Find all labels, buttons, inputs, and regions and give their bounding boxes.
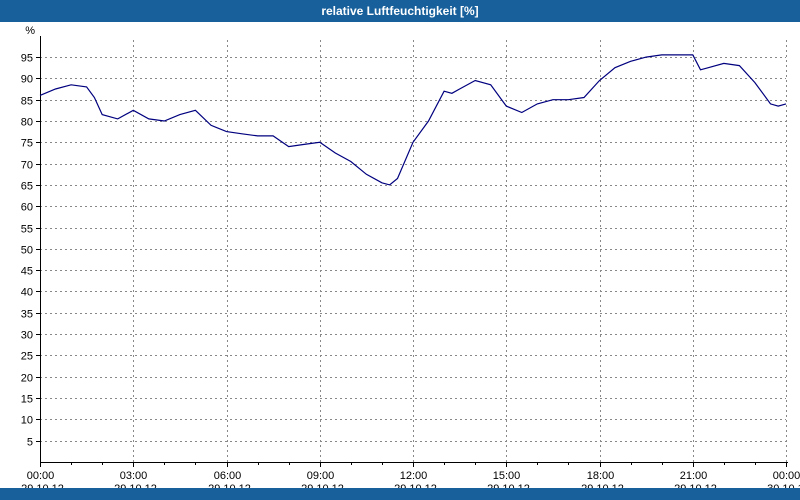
- svg-text:29.10.12: 29.10.12: [394, 483, 437, 488]
- svg-text:35: 35: [21, 309, 33, 321]
- svg-text:55: 55: [21, 224, 33, 236]
- svg-text:09:00: 09:00: [307, 470, 335, 482]
- svg-text:30: 30: [21, 330, 33, 342]
- footer-bar: [0, 488, 800, 500]
- svg-text:00:00: 00:00: [27, 470, 55, 482]
- svg-text:15:00: 15:00: [493, 470, 521, 482]
- humidity-line-chart: 5 10 15 20 25 30 35 40 45 50 55 60 65 70 75 80 85 90 95 00:…: [21, 25, 800, 488]
- svg-text:85: 85: [21, 96, 33, 108]
- svg-text:29.10.12: 29.10.12: [487, 483, 530, 488]
- svg-text:00:00: 00:00: [773, 470, 800, 482]
- svg-text:65: 65: [21, 181, 33, 193]
- chart-title-bar: relative Luftfeuchtigkeit [%]: [0, 0, 800, 22]
- svg-text:21:00: 21:00: [680, 470, 708, 482]
- svg-text:15: 15: [21, 394, 33, 406]
- svg-text:5: 5: [27, 437, 33, 449]
- svg-text:95: 95: [21, 53, 33, 65]
- svg-text:29.10.12: 29.10.12: [114, 483, 157, 488]
- svg-text:25: 25: [21, 351, 33, 363]
- svg-text:10: 10: [21, 415, 33, 427]
- svg-text:70: 70: [21, 160, 33, 172]
- svg-text:30.10.12: 30.10.12: [767, 483, 800, 488]
- svg-text:29.10.12: 29.10.12: [208, 483, 251, 488]
- svg-text:75: 75: [21, 138, 33, 150]
- svg-text:29.10.12: 29.10.12: [301, 483, 344, 488]
- svg-text:12:00: 12:00: [400, 470, 428, 482]
- svg-text:18:00: 18:00: [587, 470, 615, 482]
- svg-text:03:00: 03:00: [120, 470, 148, 482]
- svg-text:45: 45: [21, 266, 33, 278]
- humidity-series-line: [39, 54, 787, 186]
- svg-text:29.10.12: 29.10.12: [581, 483, 624, 488]
- svg-text:40: 40: [21, 287, 33, 299]
- svg-text:29.10.12: 29.10.12: [21, 483, 64, 488]
- svg-text:29.10.12: 29.10.12: [674, 483, 717, 488]
- svg-text:50: 50: [21, 245, 33, 257]
- svg-text:20: 20: [21, 373, 33, 385]
- svg-text:06:00: 06:00: [214, 470, 242, 482]
- chart-region: 5 10 15 20 25 30 35 40 45 50 55 60 65 70 75 80 85 90 95 00:…: [0, 22, 800, 488]
- svg-text:80: 80: [21, 117, 33, 129]
- svg-text:60: 60: [21, 202, 33, 214]
- svg-text:%: %: [25, 25, 35, 37]
- svg-text:90: 90: [21, 74, 33, 86]
